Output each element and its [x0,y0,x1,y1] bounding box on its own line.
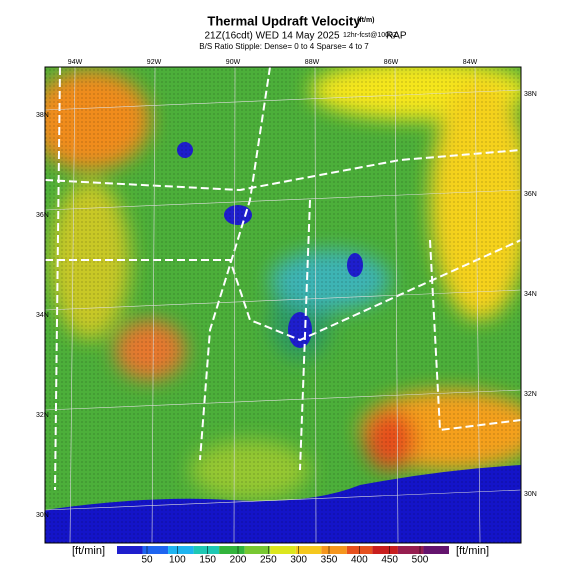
latitude-label: 38N [524,91,537,98]
colorbar-tick-label: 200 [230,555,247,566]
colorbar-swatch [117,546,143,554]
colorbar-tick-label: 450 [381,555,398,566]
latitude-label: 38N [36,112,49,119]
colorbar-tick-label: 150 [199,555,216,566]
map-raster [44,66,522,544]
colorbar-swatch [321,546,347,554]
colorbar-swatch [168,546,194,554]
latitude-label: 32N [36,412,49,419]
colorbar-tick-label: 500 [412,555,429,566]
longitude-label: 86W [384,59,399,66]
longitude-label: 88W [305,59,320,66]
colorbar-swatch [244,546,271,554]
colorbar-tick-label: 400 [351,555,368,566]
colorbar-swatch [193,546,220,554]
stipple-note: B/S Ratio Stipple: Dense= 0 to 4 Sparse=… [199,42,369,51]
colorbar-tick-label: 100 [169,555,186,566]
subtitle: 21Z(16cdt) WED 14 May 2025 [204,31,339,42]
latitude-label: 34N [36,312,49,319]
colorbar-tick-label: 250 [260,555,277,566]
latitude-label: 30N [524,491,537,498]
colorbar-swatch [295,546,322,554]
title: Thermal Updraft Velocity [207,13,361,28]
colorbar-unit: [ft/min] [456,545,489,557]
colorbar-tick-label: 50 [141,555,153,566]
latitude-label: 36N [36,212,49,219]
colorbar-swatch [397,546,424,554]
colorbar-swatch [372,546,398,554]
forecast: 12hr-fcst@1000Z [343,32,398,39]
latitude-label: 34N [524,291,537,298]
colorbar-tick-label: 300 [290,555,307,566]
latitude-label: 32N [524,391,537,398]
longitude-label: 84W [463,59,478,66]
colorbar-tick-label: 350 [321,555,338,566]
longitude-label: 94W [68,59,83,66]
longitude-label: 90W [226,59,241,66]
title-unit: (ft/m) [357,17,375,24]
colorbar-swatch [346,546,373,554]
colorbar-swatch [142,546,169,554]
latitude-label: 30N [36,512,49,519]
model: RAP [386,31,407,42]
latitude-label: 36N [524,191,537,198]
colorbar-swatch [219,546,245,554]
colorbar-swatch [270,546,296,554]
longitude-label: 92W [147,59,162,66]
colorbar-swatch [423,546,449,554]
colorbar-unit: [ft/min] [72,545,105,557]
